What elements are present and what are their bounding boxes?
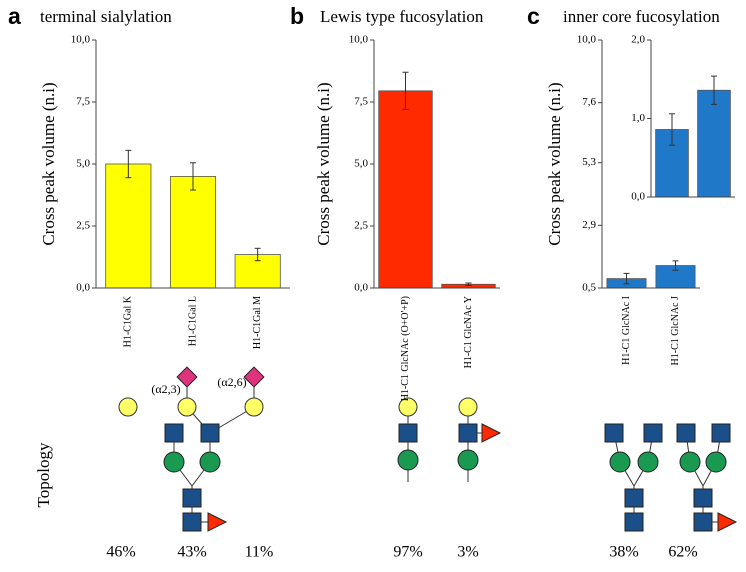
y-tick-label: 10,0 — [349, 34, 369, 46]
y-tick-label: 1,0 — [631, 112, 645, 124]
y-tick-label: 7,5 — [76, 96, 90, 108]
x-tick-label: H1-C1 GlcNAc I — [621, 296, 632, 365]
x-tick-label: H1-C1Gal K — [123, 295, 134, 347]
glycans — [118, 366, 738, 532]
bar — [169, 175, 217, 289]
y-tick-label: 0,0 — [354, 282, 368, 294]
y-axis-label: Cross peak volume (n.i) — [39, 82, 58, 245]
x-tick-label: H1-C1Gal L — [187, 296, 198, 346]
panel-label: b — [290, 3, 304, 29]
y-tick-label: 5,0 — [354, 158, 368, 170]
y-tick-label: 5,0 — [76, 158, 90, 170]
y-tick-label: 0,5 — [582, 282, 596, 294]
share-label: 46% — [106, 544, 135, 561]
y-tick-label: 2,5 — [354, 220, 368, 232]
share-label: 11% — [245, 544, 274, 561]
y-tick-label: 5,3 — [582, 156, 596, 168]
bar — [105, 163, 152, 289]
x-tick-label: H1-C1 GlcNAc Y — [463, 296, 474, 368]
share-label: 43% — [177, 544, 206, 561]
y-tick-label: 7,5 — [354, 96, 368, 108]
y-tick-label: 0,0 — [76, 282, 90, 294]
chart-title: Lewis type fucosylation — [320, 7, 484, 26]
y-tick-label: 7,6 — [582, 96, 596, 108]
y-axis-label: Cross peak volume (n.i) — [545, 82, 564, 245]
linkage-annotation: (α2,3) — [151, 382, 180, 396]
x-tick-label: H1-C1 GlcNAc J — [670, 296, 681, 366]
chart-title: inner core fucosylation — [563, 7, 720, 26]
y-tick-label: 10,0 — [71, 34, 91, 46]
y-axis-label: Cross peak volume (n.i) — [314, 82, 333, 245]
y-tick-label: 2,0 — [631, 34, 645, 46]
y-tick-label: 2,5 — [76, 220, 90, 232]
linkage-annotation: (α2,6) — [217, 375, 246, 389]
y-tick-label: 10,0 — [577, 34, 597, 46]
panel-label: a — [8, 3, 21, 29]
panel-label: c — [527, 3, 540, 29]
y-tick-label: 2,9 — [582, 219, 596, 231]
x-tick-label: H1-C1Gal M — [252, 296, 263, 349]
share-label: 62% — [668, 544, 697, 561]
share-label: 97% — [393, 544, 422, 561]
bar — [697, 89, 731, 198]
chart-title: terminal sialylation — [40, 7, 172, 26]
topology-label: Topology — [34, 442, 53, 507]
share-label: 38% — [609, 544, 638, 561]
y-tick-label: 0,0 — [631, 191, 645, 203]
share-label: 3% — [457, 544, 478, 561]
bar — [378, 90, 433, 289]
x-tick-label: H1-C1 GlcNAc (O+O'+P) — [400, 296, 411, 401]
